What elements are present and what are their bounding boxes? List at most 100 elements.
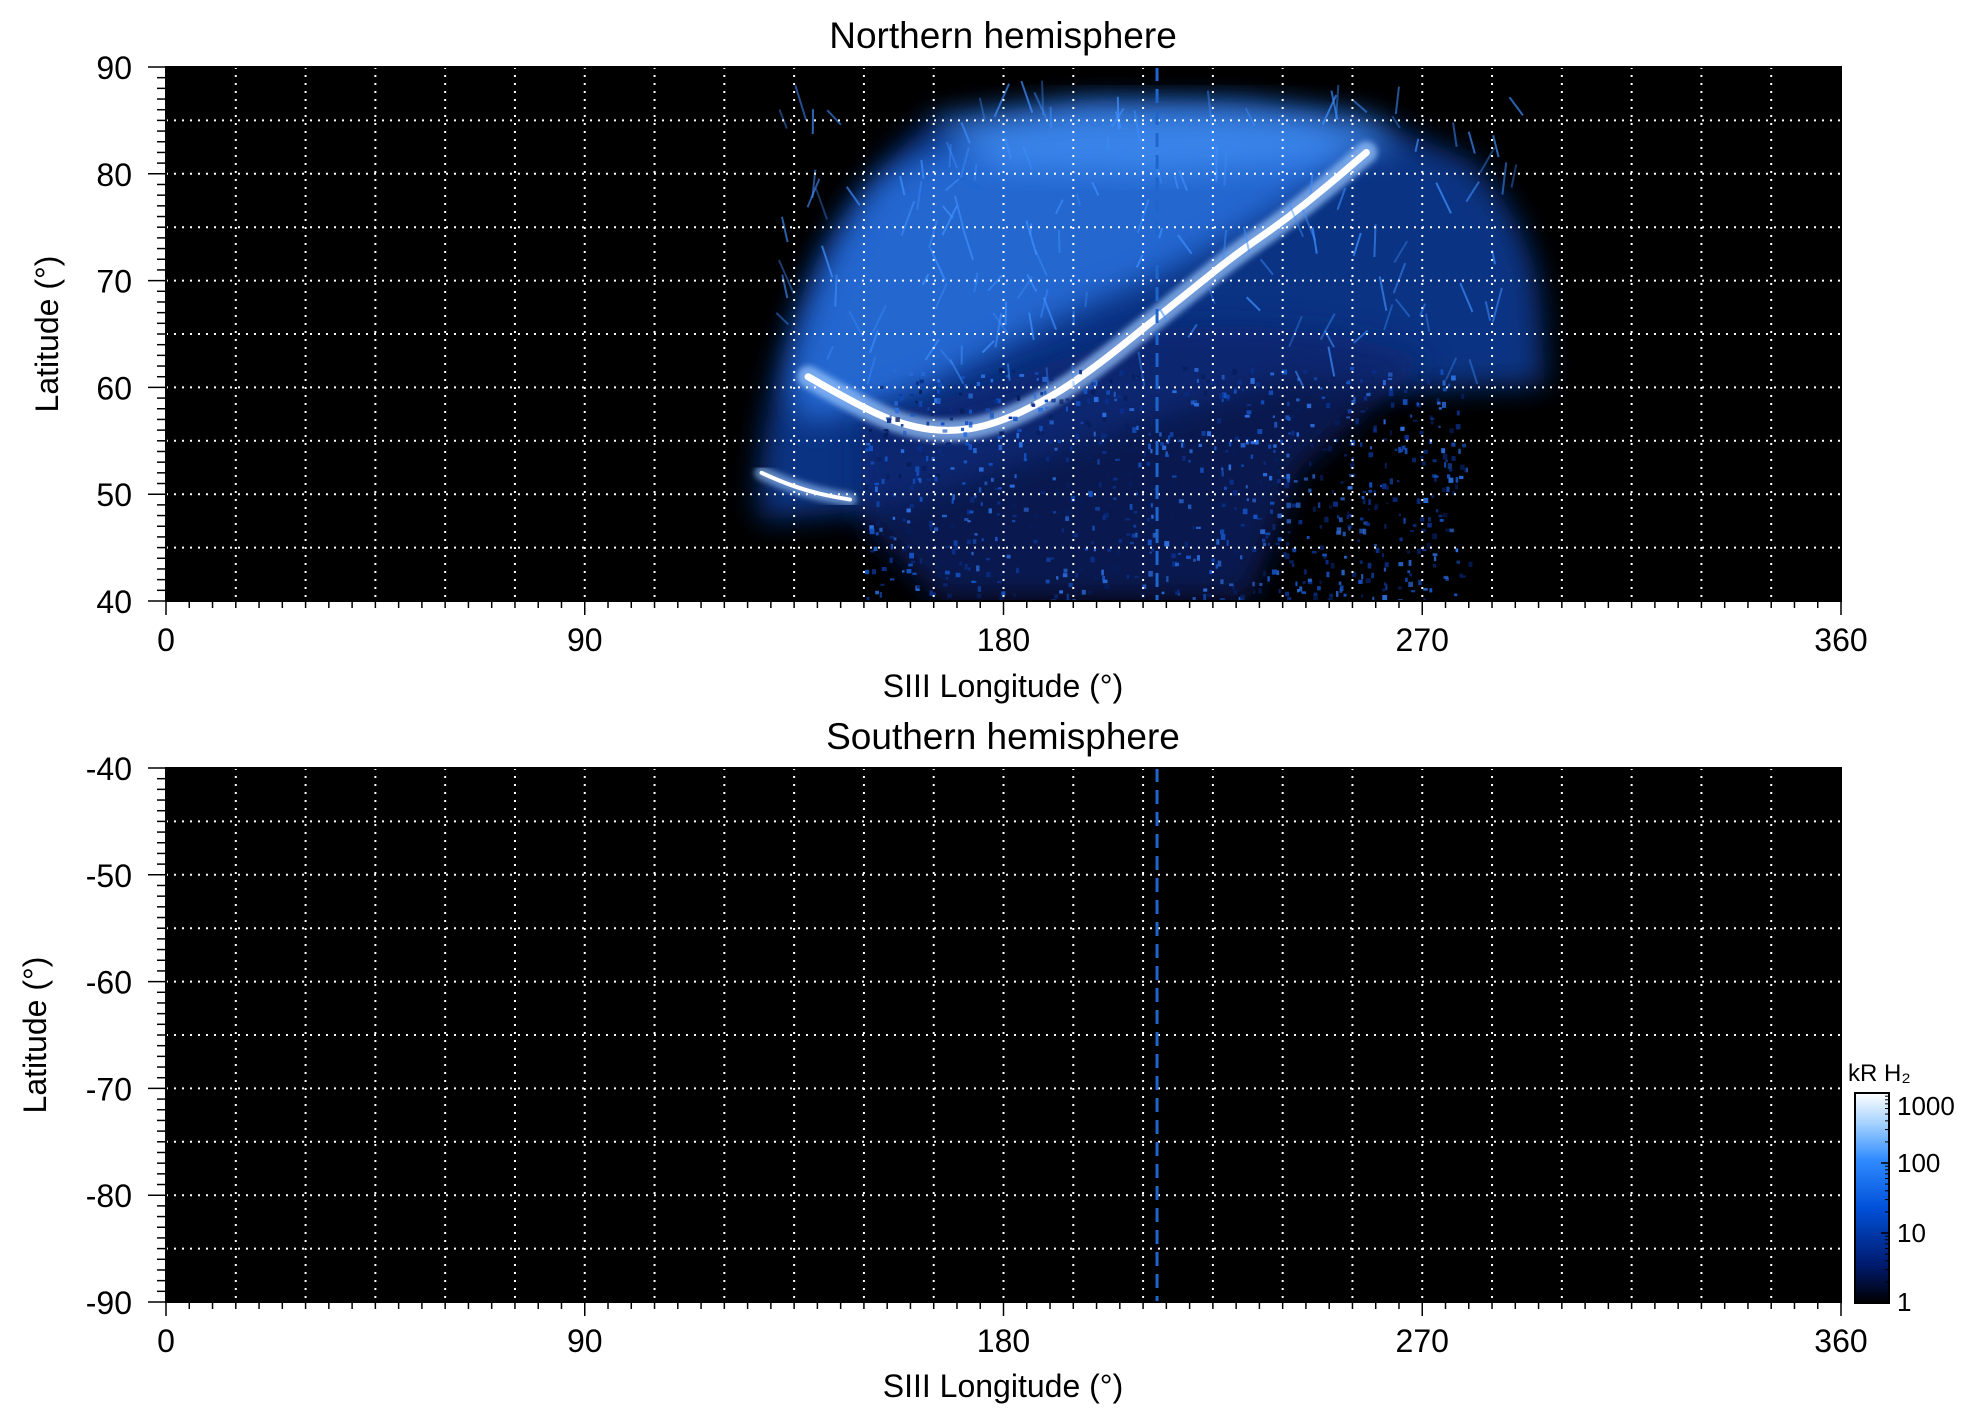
north-emission-speck [1101, 569, 1104, 576]
north-x-tick-label: 0 [157, 622, 175, 658]
north-emission-speck [1329, 593, 1333, 598]
north-emission-speck [1059, 399, 1064, 405]
north-emission-speck [1102, 579, 1108, 584]
north-emission-speck [865, 478, 869, 481]
north-emission-speck [996, 398, 1001, 404]
north-emission-speck [1189, 449, 1193, 454]
north-emission-speck [998, 368, 1004, 373]
north-emission-streak [948, 144, 952, 168]
north-emission-speck [1423, 497, 1429, 504]
north-emission-speck [915, 466, 920, 472]
north-emission-speck [1420, 517, 1425, 522]
north-emission-speck [1430, 421, 1434, 425]
north-emission-speck [1104, 584, 1110, 589]
north-emission-speck [1322, 448, 1328, 451]
south-y-tick-label: -50 [86, 858, 132, 894]
north-emission-streak [1025, 220, 1038, 256]
north-emission-speck [886, 473, 890, 480]
north-emission-speck [1400, 426, 1405, 431]
north-emission-speck [881, 478, 885, 484]
north-emission-speck [997, 580, 1002, 584]
north-emission-speck [1209, 379, 1214, 386]
north-emission-speck [1240, 523, 1245, 527]
north-emission-speck [1461, 575, 1466, 578]
north-emission-speck [1148, 432, 1152, 436]
north-emission-speck [968, 409, 973, 414]
north-emission-speck [1276, 570, 1280, 576]
north-emission-speck [925, 561, 931, 565]
north-emission-speck [1398, 447, 1402, 453]
north-emission-speck [1433, 476, 1437, 482]
north-emission-speck [1125, 423, 1130, 429]
north-emission-speck [1080, 501, 1083, 508]
north-emission-speck [1408, 560, 1412, 566]
north-emission-speck [915, 400, 918, 404]
north-x-tick-label: 270 [1396, 622, 1449, 658]
north-emission-speck [1078, 568, 1084, 571]
north-emission-speck [1049, 420, 1054, 425]
north-emission-speck [1033, 393, 1037, 399]
north-emission-speck [1280, 439, 1283, 444]
north-emission-speck [1142, 584, 1147, 589]
north-emission-speck [1221, 398, 1224, 402]
north-emission-speck [1206, 593, 1211, 597]
north-emission-speck [1225, 449, 1229, 453]
north-emission-speck [1423, 588, 1428, 591]
north-emission-speck [1000, 571, 1005, 576]
north-emission-speck [1269, 475, 1273, 481]
north-emission-speck [959, 408, 965, 414]
north-emission-speck [959, 561, 962, 566]
north-emission-speck [1133, 524, 1137, 528]
north-emission-speck [990, 378, 994, 383]
north-emission-speck [966, 509, 971, 515]
south-y-tick-label: -80 [86, 1178, 132, 1214]
north-emission-speck [953, 540, 958, 546]
north-emission-streak [941, 205, 958, 236]
north-emission-speck [880, 583, 885, 586]
north-emission-speck [1319, 545, 1325, 551]
north-emission-speck [1349, 474, 1354, 477]
north-emission-speck [917, 445, 923, 452]
north-emission-speck [1029, 522, 1032, 529]
north-emission-speck [1221, 374, 1225, 380]
north-emission-speck [909, 485, 914, 490]
north-emission-speck [1440, 369, 1444, 376]
north-emission-speck [962, 482, 966, 485]
north-emission-speck [954, 546, 959, 551]
north-emission-speck [1095, 506, 1100, 511]
north-emission-speck [1182, 366, 1188, 372]
north-emission-speck [1293, 380, 1297, 385]
north-emission-speck [1371, 377, 1374, 380]
north-emission-streak [1245, 296, 1261, 312]
north-emission-speck [933, 398, 938, 403]
north-emission-speck [1225, 394, 1230, 399]
north-emission-streak [1187, 323, 1198, 338]
north-emission-speck [1023, 458, 1028, 462]
north-emission-streak [1492, 135, 1500, 158]
north-emission-speck [1107, 548, 1112, 552]
north-emission-speck [941, 514, 947, 518]
north-emission-speck [885, 417, 890, 420]
north-emission-speck [931, 592, 937, 596]
north-emission-speck [1112, 497, 1117, 500]
north-emission-speck [994, 487, 1000, 490]
north-emission-streak [1045, 367, 1050, 387]
north-emission-speck [1201, 430, 1206, 436]
north-emission-streak [1006, 363, 1011, 381]
north-emission-speck [1019, 373, 1025, 377]
north-emission-speck [1044, 399, 1049, 403]
north-emission-speck [998, 487, 1002, 490]
north-emission-speck [1287, 478, 1290, 483]
north-emission-speck [1055, 490, 1059, 494]
north-emission-speck [1286, 473, 1291, 480]
north-emission-speck [1023, 453, 1027, 459]
north-emission-speck [1308, 461, 1312, 467]
north-emission-speck [1396, 480, 1400, 483]
north-emission-speck [1177, 588, 1180, 594]
north-emission-speck [869, 528, 875, 535]
north-emission-speck [1383, 419, 1386, 425]
north-emission-speck [960, 427, 965, 432]
north-emission-speck [1012, 369, 1016, 374]
north-emission-streak [866, 356, 877, 385]
north-emission-speck [1461, 393, 1465, 399]
